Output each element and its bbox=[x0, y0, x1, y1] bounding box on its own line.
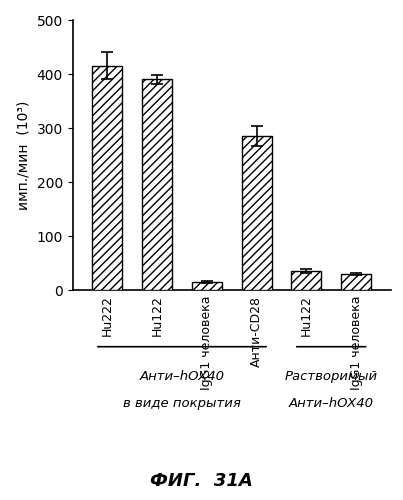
Text: Анти–hOX40: Анти–hOX40 bbox=[139, 370, 224, 383]
Bar bbox=[341, 274, 371, 290]
Bar bbox=[192, 282, 222, 290]
Text: ФИГ.  31А: ФИГ. 31А bbox=[150, 472, 253, 490]
Bar bbox=[291, 271, 321, 290]
Bar bbox=[142, 80, 172, 290]
Text: Растворимый: Растворимый bbox=[285, 370, 378, 383]
Text: в виде покрытия: в виде покрытия bbox=[123, 397, 241, 410]
Bar bbox=[92, 66, 122, 290]
Y-axis label: имп./мин  (10³): имп./мин (10³) bbox=[17, 100, 31, 210]
Bar bbox=[242, 136, 272, 290]
Text: Анти–hOX40: Анти–hOX40 bbox=[289, 397, 374, 410]
